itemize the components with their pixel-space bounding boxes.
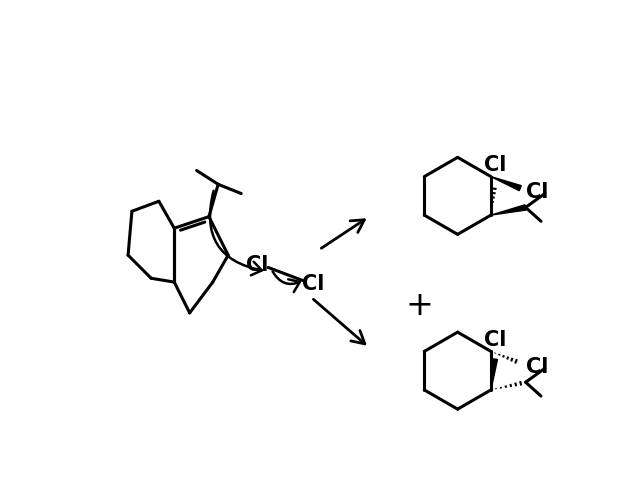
FancyArrowPatch shape: [273, 271, 300, 292]
Text: Cl: Cl: [484, 330, 506, 350]
Text: Cl: Cl: [527, 357, 549, 377]
FancyArrowPatch shape: [321, 220, 364, 248]
Text: Cl: Cl: [302, 274, 325, 294]
FancyArrowPatch shape: [210, 191, 262, 275]
FancyArrowPatch shape: [313, 299, 365, 344]
Text: Cl: Cl: [527, 182, 549, 202]
Text: Cl: Cl: [246, 255, 268, 275]
Polygon shape: [491, 205, 526, 215]
Polygon shape: [491, 359, 498, 390]
Text: +: +: [405, 289, 433, 322]
Text: Cl: Cl: [484, 155, 506, 175]
Polygon shape: [491, 176, 521, 191]
